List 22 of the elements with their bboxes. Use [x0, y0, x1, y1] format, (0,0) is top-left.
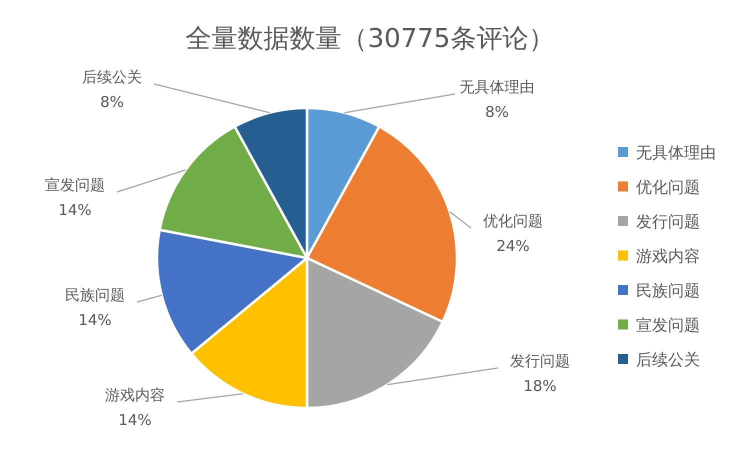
slice-label: 宣发问题: [45, 176, 105, 194]
legend-label: 发行问题: [636, 212, 700, 231]
legend-label: 优化问题: [636, 178, 700, 196]
slice-label: 游戏内容: [105, 386, 165, 404]
slice-label: 发行问题: [510, 352, 570, 370]
data-label: 24%: [496, 237, 530, 255]
chart-title: 全量数据数量（30775条评论）: [186, 24, 554, 54]
data-label: 14%: [118, 411, 152, 429]
legend-label: 无具体理由: [636, 143, 716, 162]
legend-label: 游戏内容: [636, 246, 700, 266]
slice-label: 民族问题: [65, 286, 125, 304]
data-label: 8%: [485, 103, 509, 121]
legend-label: 后续公关: [636, 350, 700, 369]
slice-label: 后续公关: [82, 68, 142, 86]
data-label: 14%: [58, 201, 92, 219]
data-label: 18%: [523, 377, 557, 395]
slice-label: 优化问题: [483, 212, 543, 230]
data-label: 8%: [100, 93, 124, 111]
slice-label: 无具体理由: [460, 78, 534, 96]
data-label: 14%: [78, 311, 112, 329]
legend-label: 民族问题: [636, 281, 700, 300]
legend-label: 宣发问题: [636, 316, 700, 334]
